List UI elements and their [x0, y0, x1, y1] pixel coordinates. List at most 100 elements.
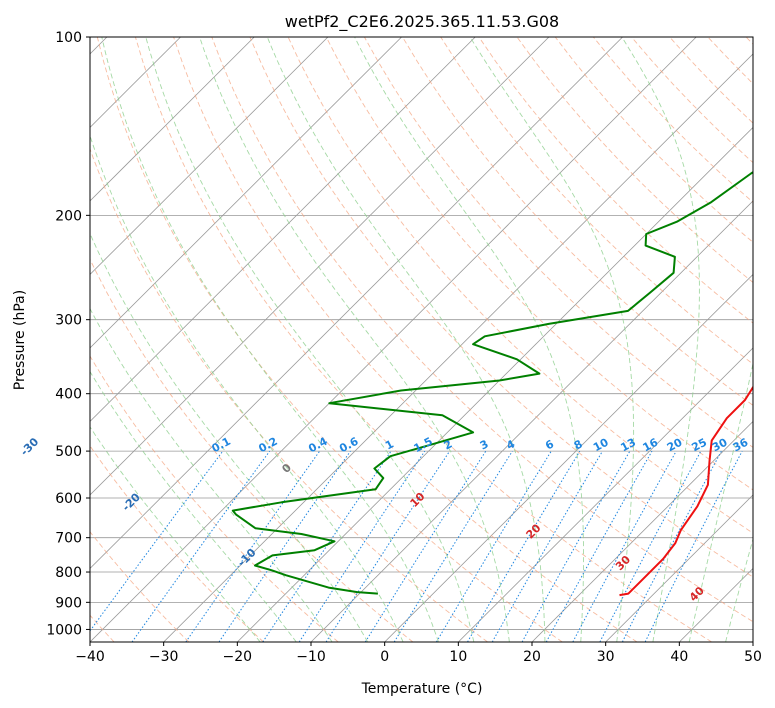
dry-adiabat-line — [325, 37, 753, 491]
x-tick-label: −40 — [75, 649, 105, 665]
dry-adiabat-line — [516, 37, 753, 283]
isotherm-line — [605, 494, 753, 642]
moist-adiabat-label: 40 — [687, 584, 707, 604]
dry-adiabat-line — [707, 37, 753, 85]
isotherm-line — [90, 37, 329, 275]
mixing-ratio-label: 16 — [641, 436, 661, 455]
dry-adiabat-label: -30 — [18, 435, 41, 458]
mixing-ratio-line — [218, 450, 351, 642]
isotherm-line — [531, 420, 753, 642]
dry-adiabat-line — [440, 37, 753, 365]
isotherm-line — [384, 273, 753, 642]
y-tick-label: 700 — [55, 531, 82, 547]
x-tick-label: 10 — [449, 649, 467, 665]
dry-adiabat-line — [745, 37, 753, 45]
dry-adiabat-line — [134, 37, 638, 642]
dry-adiabat-line — [173, 37, 712, 642]
mixing-ratio-line — [364, 450, 487, 642]
chart-title: wetPf2_C2E6.2025.365.11.53.G08 — [285, 12, 559, 32]
y-tick-label: 100 — [55, 30, 82, 46]
moist-adiabat-line — [354, 37, 585, 642]
moist-adiabat-line — [145, 37, 475, 642]
isotherm-line — [310, 200, 753, 642]
x-tick-label: 40 — [670, 649, 688, 665]
y-tick-label: 200 — [55, 208, 82, 224]
plot-frame — [89, 36, 754, 643]
dry-adiabat-line — [402, 37, 753, 406]
x-tick-label: 50 — [744, 649, 762, 665]
dry-adiabat-line — [211, 37, 753, 623]
isotherm-line — [90, 37, 476, 423]
mixing-ratio-line — [599, 450, 702, 642]
moist-adiabat-label: 20 — [524, 521, 544, 541]
mixing-ratio-label: 8 — [572, 437, 585, 452]
moist-adiabat-line — [199, 37, 510, 642]
x-tick-label: 20 — [523, 649, 541, 665]
mixing-ratio-label: 10 — [591, 435, 611, 454]
series-layer — [231, 171, 753, 597]
moist-adiabat-line — [101, 37, 439, 642]
y-tick-label: 1000 — [46, 622, 82, 638]
isotherm-line — [752, 641, 753, 642]
isotherm-line — [90, 37, 550, 496]
mixing-ratio-line — [572, 450, 677, 642]
x-tick-label: −30 — [149, 649, 179, 665]
mixing-ratio-line — [644, 450, 743, 642]
mixing-ratio-label: 1 — [383, 437, 396, 452]
mixing-ratio-label: 25 — [689, 436, 709, 455]
mixing-ratio-line — [298, 450, 426, 642]
dry-adiabat-line — [90, 258, 414, 642]
dry-adiabat-line — [669, 37, 753, 124]
y-axis-label: Pressure (hPa) — [12, 290, 28, 390]
y-tick-label: 300 — [55, 313, 82, 329]
mixing-ratio-label: 6 — [543, 437, 556, 452]
isopleth-label-layer: -100-90-80-70-60-50-40-30-20-10010203040… — [18, 435, 751, 605]
isotherm-line — [90, 37, 255, 202]
dewpoint-profile-line — [231, 171, 753, 595]
dry-adiabat-label: -20 — [120, 490, 143, 513]
dry-adiabat-line — [249, 37, 753, 578]
isotherm-line — [163, 53, 753, 642]
moist-adiabat-label: 0 — [280, 461, 295, 476]
grid-layer — [90, 37, 753, 642]
isotherm-line — [679, 567, 753, 642]
x-tick-label: 0 — [380, 649, 389, 665]
mixing-ratio-label: 36 — [731, 436, 751, 455]
mixing-ratio-line — [435, 450, 552, 642]
mixing-ratio-line — [131, 450, 271, 642]
moist-adiabat-line — [90, 307, 333, 642]
dry-adiabat-line — [90, 355, 339, 642]
mixing-ratio-label: 13 — [618, 436, 638, 455]
y-tick-label: 500 — [55, 444, 82, 460]
mixing-ratio-line — [521, 450, 631, 642]
mixing-ratio-line — [545, 450, 653, 642]
isotherm-line — [458, 347, 753, 642]
mixing-ratio-line — [621, 450, 722, 642]
moist-adiabat-line — [469, 37, 635, 642]
isotherm-line — [237, 126, 753, 642]
isotherm-line — [90, 37, 402, 349]
isotherm-line — [90, 37, 697, 642]
x-tick-label: −20 — [223, 649, 253, 665]
mixing-ratio-label: 0.4 — [306, 435, 330, 456]
moist-adiabat-line — [90, 232, 369, 642]
dry-adiabat-line — [554, 37, 753, 243]
mixing-ratio-label: 3 — [478, 437, 491, 452]
mixing-ratio-label: 0.6 — [337, 435, 361, 456]
x-tick-label: 30 — [597, 649, 615, 665]
mixing-ratio-label: 20 — [665, 435, 685, 454]
dry-adiabat-line — [96, 37, 563, 642]
moist-adiabat-line — [266, 37, 546, 642]
tick-layer: −40 −30 −20 −10 0 10 20 30 40 5010009008007006005… — [46, 30, 762, 665]
mixing-ratio-label: 2 — [442, 437, 455, 452]
mixing-ratio-label: 30 — [710, 436, 730, 455]
moist-adiabat-label: 30 — [613, 553, 633, 573]
moist-adiabat-line — [725, 537, 753, 642]
mixing-ratio-line — [262, 450, 392, 642]
mixing-ratio-label: 0.1 — [210, 435, 233, 456]
y-tick-label: 800 — [55, 565, 82, 581]
x-axis-label: Temperature (°C) — [361, 681, 483, 697]
x-tick-label: −10 — [296, 649, 326, 665]
mixing-ratio-label: 1.5 — [412, 435, 435, 456]
